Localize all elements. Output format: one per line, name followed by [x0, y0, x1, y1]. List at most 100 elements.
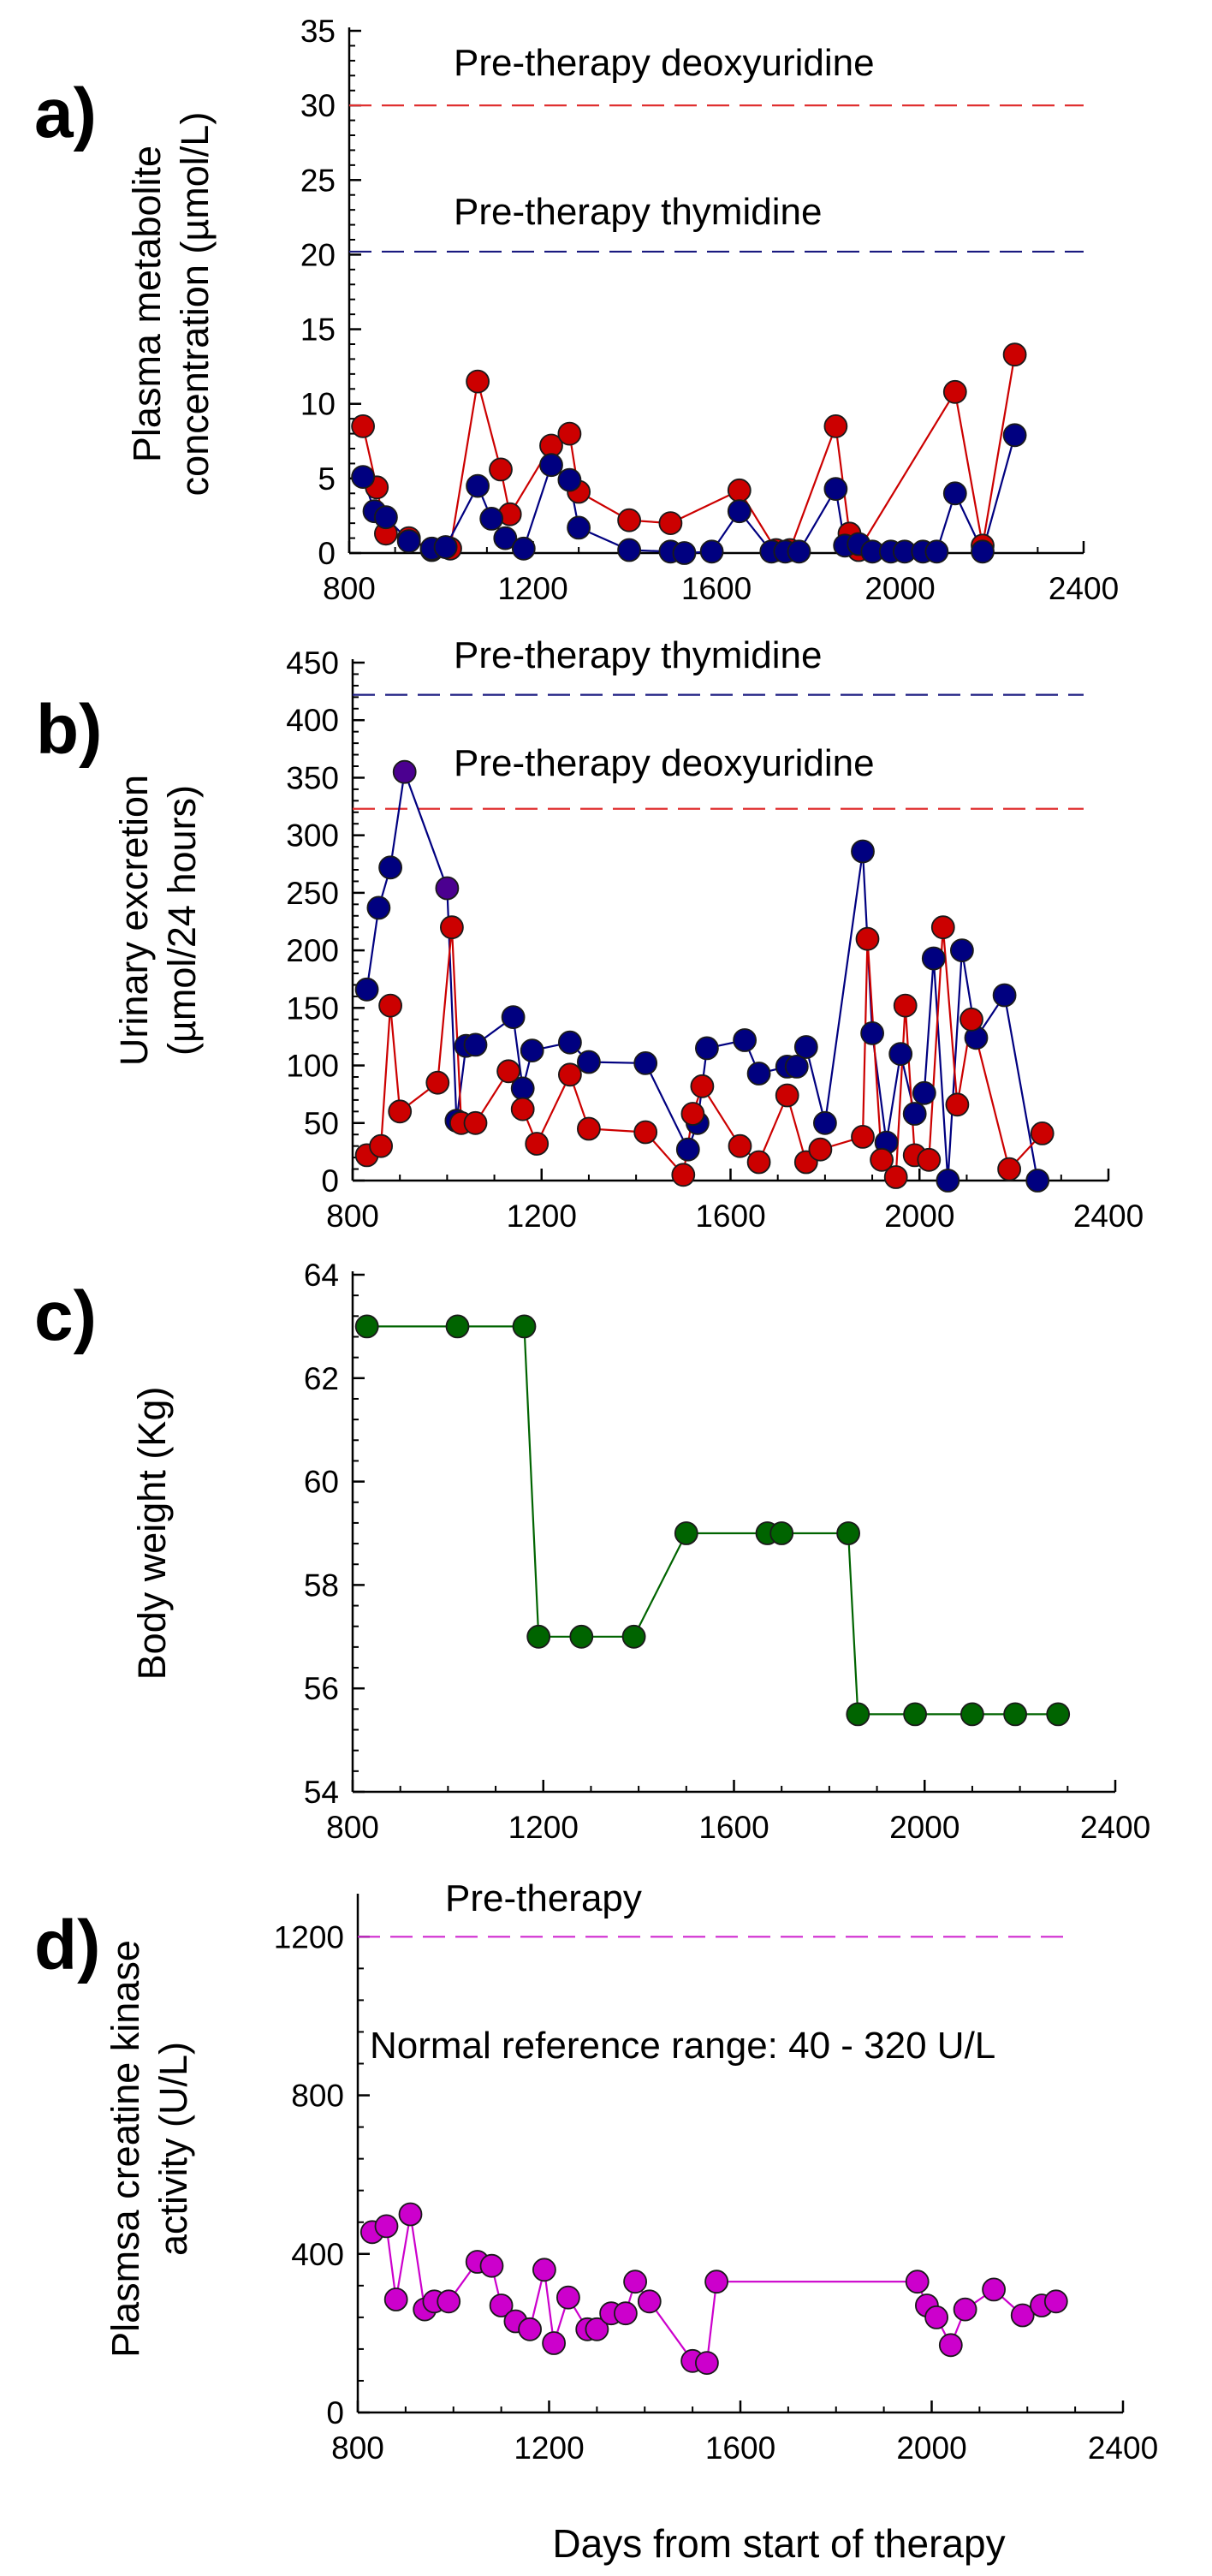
data-point [746, 1062, 771, 1086]
y-tick-label: 350 [286, 760, 339, 795]
data-point [823, 413, 848, 438]
data-point [577, 1116, 601, 1141]
y-tick-label: 250 [286, 876, 339, 911]
data-point [888, 1042, 913, 1066]
data-point [997, 1157, 1021, 1181]
y-tick-label: 56 [304, 1671, 339, 1706]
data-point [539, 453, 563, 478]
data-point [658, 511, 683, 535]
data-point [501, 1005, 526, 1029]
data-point [558, 1062, 582, 1087]
data-point [373, 505, 398, 530]
data-point [526, 1624, 551, 1649]
data-point [746, 1150, 771, 1175]
data-point [690, 1074, 715, 1098]
y-tick-label: 100 [286, 1049, 339, 1084]
x-tick-label: 2000 [864, 571, 935, 606]
data-point [621, 1624, 646, 1649]
y-tick-label: 64 [304, 1258, 339, 1293]
panel-letter: a) [34, 74, 97, 152]
data-point [510, 1097, 535, 1121]
y-tick-label: 0 [321, 1163, 339, 1199]
data-point [960, 1702, 984, 1727]
data-point [617, 508, 641, 532]
series-line [366, 1325, 1059, 1716]
x-axis-title: Days from start of therapy [552, 2521, 1005, 2566]
data-point [870, 1147, 894, 1172]
data-point [445, 1314, 470, 1339]
y-tick-label: 50 [304, 1106, 339, 1141]
data-point [680, 1102, 705, 1126]
data-point [950, 938, 974, 962]
data-point [823, 477, 848, 501]
data-point [518, 2317, 542, 2341]
x-tick-label: 2000 [896, 2430, 966, 2466]
panel-c: 54 56 58 60 62 64 800 1200 1600 2000 2400 c) Body we… [34, 1258, 1150, 1845]
data-point [569, 1624, 594, 1649]
y-tick-label: 20 [300, 237, 336, 272]
y-tick-label: 400 [286, 703, 339, 738]
y-tick-label: 35 [300, 14, 336, 49]
data-point [633, 1051, 658, 1075]
data-point [953, 2297, 977, 2322]
data-point [496, 1059, 520, 1084]
data-point [982, 2277, 1006, 2302]
reference-line-label: Pre-therapy deoxyuridine [454, 742, 875, 784]
data-point [936, 1169, 960, 1193]
data-point [433, 535, 458, 559]
data-point [924, 539, 949, 564]
data-point [695, 2351, 719, 2376]
data-point [921, 946, 946, 971]
data-point [354, 977, 379, 1002]
data-point [489, 2293, 514, 2317]
data-point [392, 759, 417, 784]
data-point [366, 895, 391, 920]
data-point [793, 1035, 818, 1059]
data-point [557, 467, 582, 492]
data-point [671, 1163, 696, 1187]
y-axis-title: activity (U/L) [152, 2042, 195, 2256]
data-point [1025, 1169, 1050, 1193]
y-tick-label: 0 [326, 2395, 344, 2430]
data-point [808, 1137, 833, 1162]
data-point [846, 1702, 870, 1727]
panel-letter: b) [36, 691, 102, 769]
y-tick-label: 62 [304, 1361, 339, 1396]
x-tick-label: 2000 [889, 1810, 960, 1845]
data-point [917, 1147, 942, 1172]
data-point [520, 1038, 544, 1062]
panel-b: 0 50 100 150 200 250 300 350 400 450 800 1200 1600 20… [36, 634, 1144, 1234]
data-point [440, 915, 464, 940]
data-point [351, 465, 376, 489]
series-line [362, 354, 1016, 552]
y-axis-title: Body weight (Kg) [130, 1387, 174, 1681]
data-point [511, 536, 536, 561]
data-point [354, 1314, 379, 1339]
y-axis-title: Plasma metabolite [125, 146, 169, 462]
data-point [1010, 2303, 1035, 2328]
data-point [1030, 1121, 1055, 1145]
data-point [704, 2270, 728, 2294]
x-tick-label: 1200 [507, 1199, 577, 1234]
y-tick-label: 0 [318, 536, 336, 571]
data-point [836, 1521, 860, 1545]
data-point [905, 2270, 930, 2294]
data-point [930, 915, 955, 940]
x-tick-label: 1600 [695, 1199, 765, 1234]
data-point [942, 379, 967, 404]
data-point [577, 1050, 601, 1074]
data-point [903, 1702, 927, 1727]
x-tick-label: 800 [323, 571, 376, 606]
x-tick-label: 2400 [1073, 1199, 1144, 1234]
y-tick-label: 450 [286, 645, 339, 681]
x-tick-label: 2400 [1049, 571, 1119, 606]
data-point [567, 515, 591, 540]
data-point [617, 538, 641, 562]
data-point [784, 1055, 809, 1079]
data-point [855, 926, 880, 951]
y-tick-label: 300 [286, 818, 339, 854]
data-point [727, 499, 752, 524]
data-point [425, 1070, 450, 1095]
data-point [938, 2333, 963, 2358]
